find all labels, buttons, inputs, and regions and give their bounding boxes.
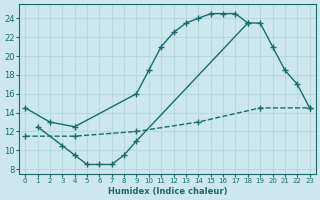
X-axis label: Humidex (Indice chaleur): Humidex (Indice chaleur) — [108, 187, 227, 196]
